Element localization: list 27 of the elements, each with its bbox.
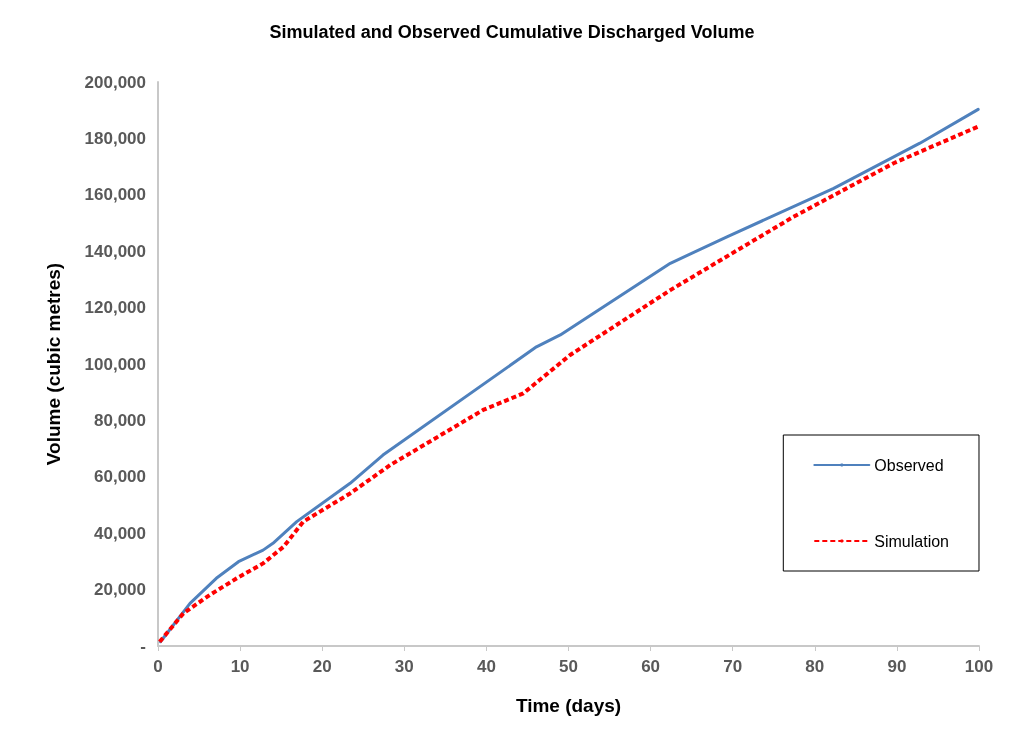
x-tick-label: 10 bbox=[230, 657, 250, 676]
x-tick-label: 60 bbox=[641, 657, 661, 676]
y-tick-label: 120,000 bbox=[84, 298, 146, 318]
legend-label: Observed bbox=[874, 456, 944, 474]
y-tick-label: - bbox=[140, 636, 146, 656]
x-axis-title: Time (days) bbox=[515, 695, 622, 716]
y-tick-label: 40,000 bbox=[94, 523, 146, 543]
y-tick-label: 60,000 bbox=[94, 467, 146, 487]
x-tick-label: 20 bbox=[312, 657, 332, 676]
x-tick-label: 80 bbox=[805, 657, 825, 676]
x-tick-label: 0 bbox=[153, 657, 163, 676]
y-tick-label: 160,000 bbox=[84, 185, 146, 205]
y-tick-label: 100,000 bbox=[84, 354, 146, 374]
x-tick-label: 40 bbox=[476, 657, 496, 676]
legend-label: Simulation bbox=[874, 532, 949, 550]
y-tick-label: 140,000 bbox=[84, 241, 146, 261]
x-tick-label: 90 bbox=[887, 657, 907, 676]
x-tick-label: 100 bbox=[964, 657, 994, 676]
y-tick-label: 200,000 bbox=[84, 72, 146, 92]
x-tick-label: 50 bbox=[559, 657, 578, 676]
y-tick-label: 20,000 bbox=[94, 580, 146, 600]
x-tick-label: 70 bbox=[723, 657, 743, 676]
y-tick-label: 180,000 bbox=[84, 128, 146, 148]
x-tick-label: 30 bbox=[394, 657, 414, 676]
chart-title: Simulated and Observed Cumulative Discharged Volume bbox=[269, 22, 755, 42]
y-tick-label: 80,000 bbox=[94, 410, 146, 430]
y-axis-title: Volume (cubic metres) bbox=[43, 262, 64, 466]
